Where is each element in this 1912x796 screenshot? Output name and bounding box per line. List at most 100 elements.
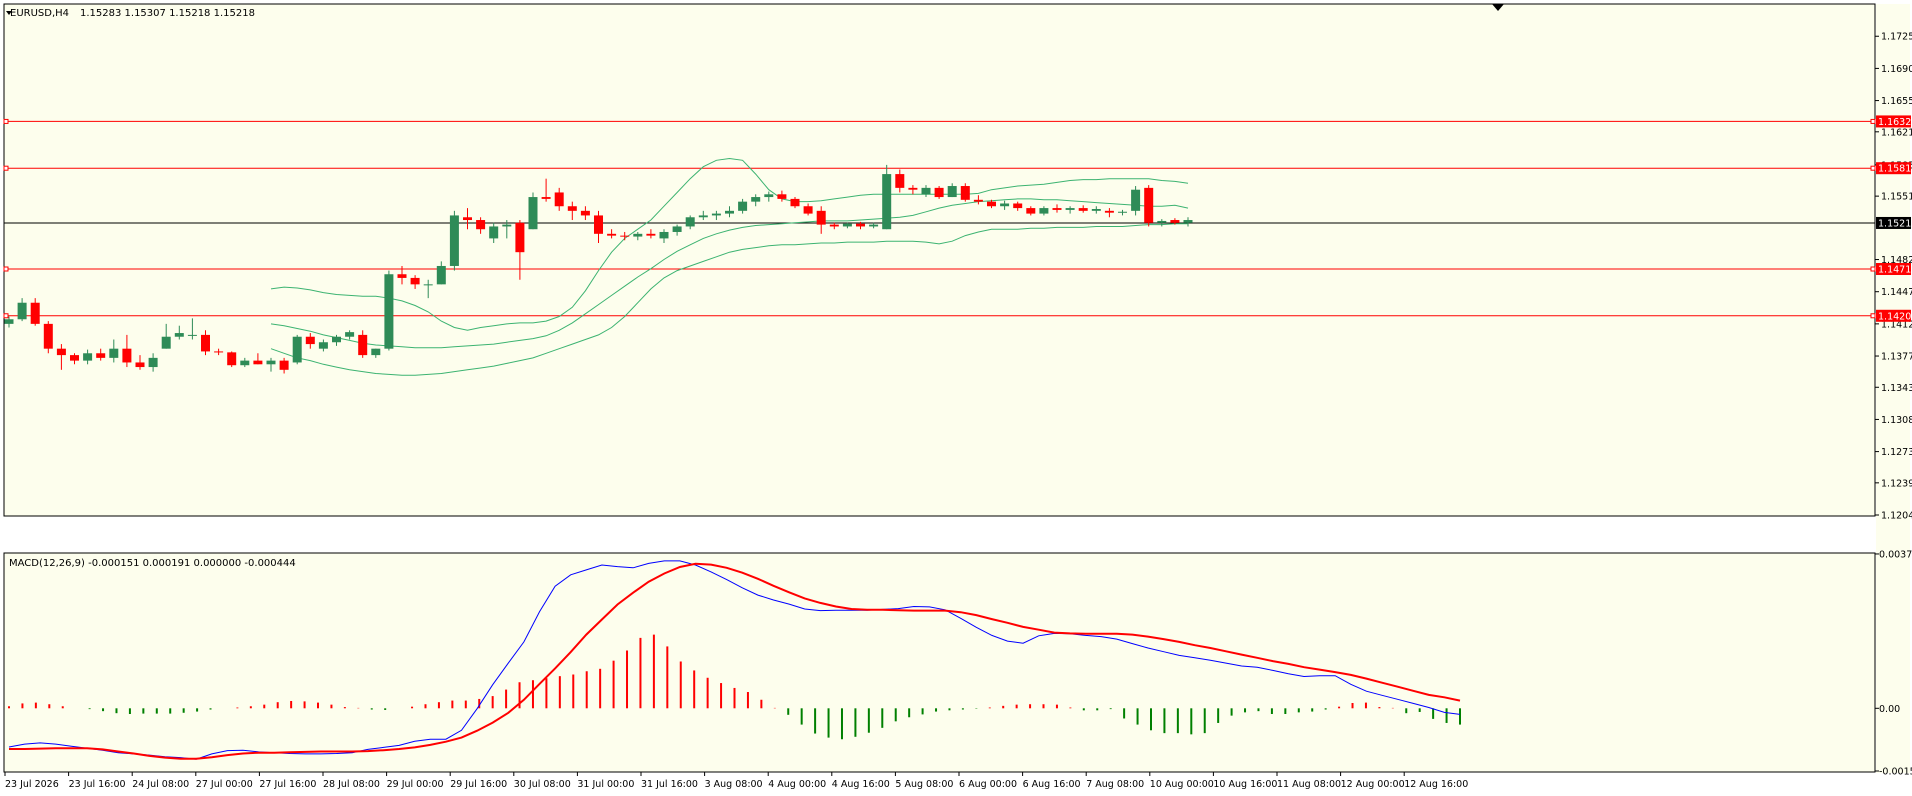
level-handle[interactable] bbox=[1870, 118, 1876, 124]
candle[interactable] bbox=[921, 185, 931, 198]
candle[interactable] bbox=[738, 198, 748, 214]
candle[interactable] bbox=[973, 195, 983, 205]
level-handle[interactable] bbox=[1870, 165, 1876, 171]
candle[interactable] bbox=[698, 210, 708, 221]
candle[interactable] bbox=[515, 220, 525, 280]
candle[interactable] bbox=[135, 355, 145, 370]
candle[interactable] bbox=[869, 222, 879, 229]
candle[interactable] bbox=[305, 333, 315, 349]
level-handle[interactable] bbox=[3, 118, 9, 124]
candle[interactable] bbox=[70, 353, 79, 365]
chart-shift-marker-icon[interactable] bbox=[1492, 4, 1504, 11]
candle[interactable] bbox=[96, 348, 106, 361]
candle[interactable] bbox=[646, 229, 656, 239]
candle[interactable] bbox=[384, 270, 394, 351]
candle[interactable] bbox=[751, 194, 761, 207]
candle[interactable] bbox=[345, 330, 355, 340]
candle[interactable] bbox=[30, 298, 40, 326]
candle[interactable] bbox=[148, 353, 158, 372]
candle[interactable] bbox=[292, 334, 302, 365]
candle[interactable] bbox=[685, 215, 695, 230]
candle[interactable] bbox=[279, 357, 289, 374]
candle[interactable] bbox=[594, 210, 603, 243]
candle[interactable] bbox=[397, 265, 407, 285]
candle[interactable] bbox=[1118, 209, 1127, 216]
candle[interactable] bbox=[1170, 218, 1180, 225]
candle[interactable] bbox=[318, 339, 328, 352]
candle[interactable] bbox=[659, 229, 669, 243]
candle[interactable] bbox=[502, 220, 512, 239]
candle[interactable] bbox=[436, 261, 446, 285]
level-handle[interactable] bbox=[1870, 313, 1876, 319]
candle[interactable] bbox=[1183, 217, 1193, 227]
candle[interactable] bbox=[122, 334, 132, 368]
candle[interactable] bbox=[449, 210, 459, 271]
candle[interactable] bbox=[187, 318, 197, 340]
candle[interactable] bbox=[829, 222, 839, 230]
level-handle[interactable] bbox=[1870, 266, 1876, 272]
candle[interactable] bbox=[4, 316, 14, 328]
candle[interactable] bbox=[711, 210, 721, 221]
candle[interactable] bbox=[803, 203, 813, 216]
candle[interactable] bbox=[764, 191, 774, 202]
macd-pane[interactable] bbox=[3, 552, 1876, 773]
candle[interactable] bbox=[554, 187, 564, 211]
candle[interactable] bbox=[725, 206, 734, 218]
candle[interactable] bbox=[607, 229, 617, 239]
candle[interactable] bbox=[1078, 205, 1088, 213]
candle[interactable] bbox=[947, 183, 957, 198]
candle[interactable] bbox=[1104, 208, 1114, 218]
candle[interactable] bbox=[528, 192, 538, 230]
candle[interactable] bbox=[253, 353, 263, 365]
candle[interactable] bbox=[266, 357, 276, 372]
candle[interactable] bbox=[161, 323, 171, 349]
level-handle[interactable] bbox=[3, 266, 9, 272]
candle[interactable] bbox=[987, 199, 996, 209]
candle[interactable] bbox=[816, 206, 826, 234]
candle[interactable] bbox=[109, 339, 119, 363]
candle[interactable] bbox=[423, 279, 433, 299]
candle[interactable] bbox=[240, 357, 250, 368]
candle[interactable] bbox=[620, 231, 630, 241]
candle[interactable] bbox=[895, 169, 905, 193]
candle[interactable] bbox=[842, 222, 852, 229]
candle[interactable] bbox=[332, 334, 341, 346]
candle[interactable] bbox=[1039, 206, 1049, 216]
candle[interactable] bbox=[17, 298, 27, 322]
candle[interactable] bbox=[777, 190, 787, 202]
symbol-dropdown-icon[interactable] bbox=[6, 11, 12, 15]
candle[interactable] bbox=[463, 208, 472, 230]
candle[interactable] bbox=[541, 178, 551, 202]
candle[interactable] bbox=[882, 164, 892, 230]
candle[interactable] bbox=[174, 325, 184, 340]
price-pane[interactable] bbox=[3, 3, 1876, 517]
candle[interactable] bbox=[934, 186, 944, 199]
candle[interactable] bbox=[1157, 219, 1167, 227]
candle[interactable] bbox=[371, 348, 381, 358]
candle[interactable] bbox=[1091, 206, 1101, 214]
candle[interactable] bbox=[227, 351, 237, 368]
candle[interactable] bbox=[201, 330, 210, 356]
candle[interactable] bbox=[1131, 186, 1141, 216]
level-handle[interactable] bbox=[3, 313, 9, 319]
candle[interactable] bbox=[83, 349, 93, 365]
candle[interactable] bbox=[1065, 206, 1075, 214]
candle[interactable] bbox=[1026, 206, 1036, 216]
candle[interactable] bbox=[410, 275, 420, 289]
candle[interactable] bbox=[1052, 204, 1062, 213]
candle[interactable] bbox=[1000, 200, 1010, 210]
candle[interactable] bbox=[567, 201, 577, 221]
candle[interactable] bbox=[358, 330, 368, 358]
candle[interactable] bbox=[960, 183, 970, 202]
candle[interactable] bbox=[214, 348, 224, 356]
candle[interactable] bbox=[580, 206, 590, 221]
candle[interactable] bbox=[672, 224, 682, 236]
candle[interactable] bbox=[856, 221, 865, 230]
candle[interactable] bbox=[1013, 201, 1023, 211]
candle[interactable] bbox=[476, 217, 486, 234]
candle[interactable] bbox=[43, 321, 53, 354]
candle[interactable] bbox=[489, 222, 499, 243]
candle[interactable] bbox=[56, 344, 66, 370]
candle[interactable] bbox=[908, 185, 918, 195]
candle[interactable] bbox=[1144, 185, 1154, 227]
